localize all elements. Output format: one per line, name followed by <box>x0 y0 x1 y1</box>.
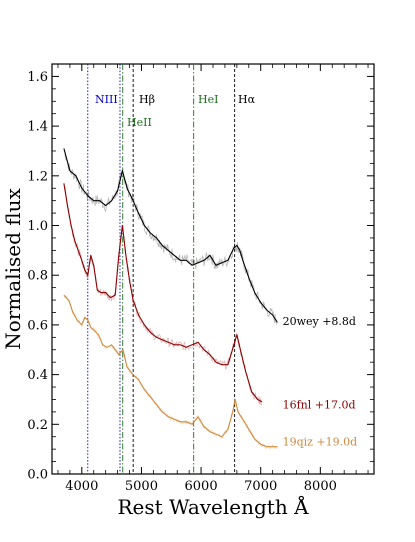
series-label-layer: 20wey +8.8d 16fnl +17.0d 19qiz +19.0d <box>283 315 358 449</box>
y-tick-label: 0.6 <box>27 318 48 333</box>
series-raw-spectrum <box>63 186 262 406</box>
y-tick-label: 1.2 <box>27 169 48 184</box>
series-line <box>63 294 278 448</box>
x-tick-label: 5000 <box>125 479 158 494</box>
plot-area: NIII HeII Hβ HeI Hα 20wey +8.8d 16fnl +17.0d 1… <box>27 63 375 494</box>
series-label: 20wey +8.8d <box>283 315 356 328</box>
series-raw-spectrum <box>63 148 278 325</box>
y-tick-label: 1.6 <box>27 70 48 85</box>
x-tick-label: 6000 <box>185 479 218 494</box>
tick-layer: 4000 5000 6000 7000 8000 0.0 0.2 0.4 0.6 0.8 1.0 1.… <box>27 64 374 494</box>
series-line <box>63 148 278 323</box>
line-marker-label: Hα <box>238 93 256 106</box>
line-marker-label: NIII <box>95 93 118 106</box>
x-tick-label: 4000 <box>65 479 98 494</box>
y-tick-label: 1.0 <box>27 219 48 234</box>
x-axis-title: Rest Wavelength Å <box>117 494 309 519</box>
x-tick-label: 8000 <box>304 479 337 494</box>
series-line <box>63 183 263 403</box>
x-tick-label: 7000 <box>244 479 277 494</box>
y-tick-label: 0.0 <box>27 468 48 483</box>
y-axis-title: Normalised flux <box>1 188 25 350</box>
y-tick-label: 0.4 <box>27 368 48 383</box>
series-label: 16fnl +17.0d <box>283 398 356 411</box>
y-tick-label: 0.8 <box>27 269 48 284</box>
series-layer <box>63 148 278 450</box>
line-marker-label: HeII <box>127 116 152 129</box>
line-marker-label: HeI <box>198 93 218 106</box>
series-label: 19qiz +19.0d <box>283 436 358 449</box>
y-tick-label: 1.4 <box>27 120 48 135</box>
y-tick-label: 0.2 <box>27 418 48 433</box>
line-marker-layer: NIII HeII Hβ HeI Hα <box>87 64 256 474</box>
line-marker-label: Hβ <box>139 93 155 106</box>
